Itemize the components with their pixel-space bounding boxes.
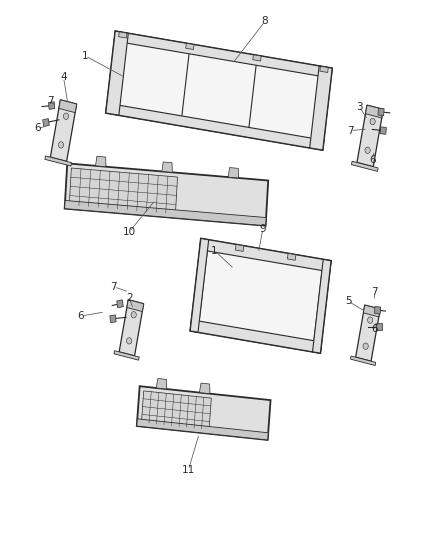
Polygon shape <box>364 305 380 317</box>
Polygon shape <box>376 323 382 330</box>
Polygon shape <box>114 31 332 78</box>
Polygon shape <box>42 118 49 127</box>
Text: 6: 6 <box>371 325 378 334</box>
Text: 7: 7 <box>47 96 54 106</box>
Polygon shape <box>114 351 139 360</box>
Text: 3: 3 <box>356 102 363 111</box>
Polygon shape <box>69 168 177 214</box>
Polygon shape <box>357 105 383 167</box>
Polygon shape <box>356 305 380 361</box>
Polygon shape <box>310 66 332 150</box>
Polygon shape <box>110 315 116 322</box>
Text: 9: 9 <box>259 224 266 234</box>
Polygon shape <box>190 238 331 353</box>
Polygon shape <box>119 300 144 356</box>
Polygon shape <box>253 55 261 61</box>
Polygon shape <box>365 105 383 118</box>
Polygon shape <box>95 156 106 167</box>
Text: 6: 6 <box>78 311 85 321</box>
Polygon shape <box>378 108 384 116</box>
Polygon shape <box>137 386 271 440</box>
Polygon shape <box>65 164 268 225</box>
Circle shape <box>127 337 132 344</box>
Polygon shape <box>199 383 210 394</box>
Text: 7: 7 <box>110 282 117 292</box>
Polygon shape <box>186 43 194 50</box>
Polygon shape <box>190 238 208 332</box>
Text: 2: 2 <box>126 294 133 303</box>
Polygon shape <box>137 419 268 440</box>
Text: 7: 7 <box>371 287 378 297</box>
Text: 11: 11 <box>182 465 195 475</box>
Polygon shape <box>117 300 124 308</box>
Circle shape <box>58 142 64 148</box>
Text: 6: 6 <box>34 123 41 133</box>
Polygon shape <box>127 300 144 312</box>
Polygon shape <box>65 200 266 225</box>
Polygon shape <box>119 32 127 38</box>
Polygon shape <box>59 100 77 112</box>
Polygon shape <box>141 391 212 430</box>
Polygon shape <box>106 31 332 150</box>
Circle shape <box>131 312 136 318</box>
Polygon shape <box>162 162 172 172</box>
Polygon shape <box>320 66 328 72</box>
Text: 4: 4 <box>60 72 67 82</box>
Polygon shape <box>49 102 55 109</box>
Text: 6: 6 <box>369 155 376 165</box>
Circle shape <box>370 118 375 125</box>
Polygon shape <box>351 161 378 172</box>
Text: 10: 10 <box>123 227 136 237</box>
Text: 8: 8 <box>261 17 268 26</box>
Polygon shape <box>380 127 386 134</box>
Circle shape <box>64 113 69 119</box>
Circle shape <box>365 147 370 154</box>
Polygon shape <box>156 378 167 389</box>
Polygon shape <box>106 31 128 115</box>
Polygon shape <box>287 253 296 260</box>
Polygon shape <box>106 103 324 150</box>
Polygon shape <box>200 238 331 272</box>
Text: 5: 5 <box>345 296 352 306</box>
Polygon shape <box>313 260 331 353</box>
Polygon shape <box>374 306 381 314</box>
Text: 1: 1 <box>211 246 218 255</box>
Polygon shape <box>190 320 321 353</box>
Circle shape <box>367 317 373 324</box>
Text: 7: 7 <box>347 126 354 135</box>
Polygon shape <box>45 156 71 166</box>
Circle shape <box>363 343 368 349</box>
Polygon shape <box>228 167 239 178</box>
Polygon shape <box>350 356 376 366</box>
Polygon shape <box>50 100 77 161</box>
Text: 1: 1 <box>82 51 89 61</box>
Polygon shape <box>235 245 244 252</box>
